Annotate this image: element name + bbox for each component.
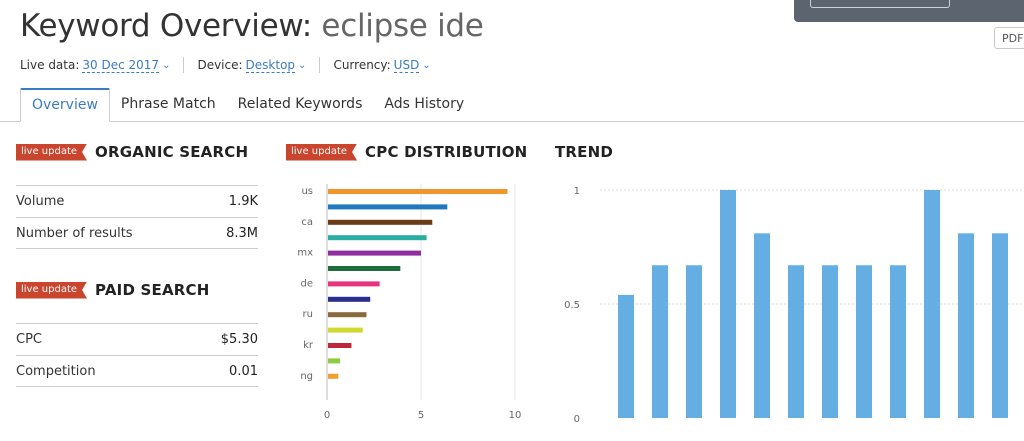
tab-bar: Overview Phrase Match Related Keywords A… [20, 88, 475, 122]
metric-row: Number of results 8.3M [16, 217, 258, 249]
popup-button[interactable] [810, 0, 950, 8]
metric-value: 0.01 [229, 363, 258, 379]
cpc-bar [328, 312, 367, 318]
cpc-bar [328, 358, 341, 364]
cpc-bar [328, 343, 352, 348]
currency-label: Currency: [333, 58, 391, 72]
trend-bar [890, 265, 906, 418]
category-label: ng [300, 371, 313, 382]
page-title: Keyword Overview: eclipse ide [20, 8, 484, 44]
trend-bar [720, 190, 736, 418]
cpc-title: CPC DISTRIBUTION [365, 143, 528, 161]
trend-bar [992, 233, 1008, 418]
x-tick-label: 0 [324, 410, 330, 421]
metric-value: 8.3M [226, 225, 258, 241]
trend-bar [822, 265, 838, 418]
trend-bar [856, 265, 872, 418]
category-label: us [301, 186, 313, 197]
cpc-bar [328, 266, 401, 271]
cpc-bar [328, 296, 371, 302]
divider [183, 57, 185, 73]
pdf-button[interactable]: PDF [994, 27, 1024, 49]
chevron-down-icon[interactable]: ⌄ [422, 59, 431, 71]
x-tick-label: 5 [418, 410, 424, 421]
trend-bar [652, 265, 668, 418]
device-dropdown[interactable]: Desktop [245, 57, 296, 73]
trend-bar [924, 190, 940, 418]
trend-bar [788, 265, 804, 418]
trend-header: TREND [555, 143, 613, 161]
metric-label: Number of results [16, 225, 133, 241]
cpc-bar [328, 219, 433, 225]
cpc-bar [328, 327, 363, 333]
tab-phrase-match[interactable]: Phrase Match [120, 96, 216, 112]
x-tick-label: 10 [509, 410, 522, 421]
metric-value: $5.30 [220, 332, 258, 347]
cpc-bar [328, 204, 448, 210]
category-label: ru [303, 309, 313, 320]
category-label: ca [301, 217, 313, 228]
metric-label: Competition [16, 363, 96, 379]
live-update-badge: live update [16, 144, 87, 161]
y-tick-label: 0.5 [564, 300, 580, 311]
y-tick-label: 0 [574, 414, 580, 425]
keyword-text: eclipse ide [321, 8, 484, 44]
tab-overview[interactable]: Overview [20, 88, 110, 122]
live-update-badge: live update [286, 144, 357, 161]
device-label: Device: [197, 58, 243, 72]
cpc-distribution-chart: 0 5 10 us ca mx de ru kr ng [297, 184, 521, 421]
chevron-down-icon[interactable]: ⌄ [298, 59, 307, 71]
category-label: de [301, 278, 314, 289]
title-prefix: Keyword Overview: [20, 8, 312, 44]
top-popup [794, 0, 1024, 22]
paid-header: live update PAID SEARCH [16, 281, 210, 299]
paid-title: PAID SEARCH [95, 281, 210, 299]
cpc-bar [328, 235, 427, 241]
metric-value: 1.9K [228, 194, 258, 209]
tab-related-keywords[interactable]: Related Keywords [237, 96, 363, 112]
cpc-bar [328, 250, 421, 256]
y-tick-label: 1 [574, 186, 580, 197]
tabs-baseline [0, 121, 1024, 122]
cpc-header: live update CPC DISTRIBUTION [286, 143, 527, 161]
cpc-bar [328, 189, 508, 194]
metric-row: CPC $5.30 [16, 323, 258, 355]
trend-chart: 00.51 [564, 186, 1024, 425]
category-label: kr [303, 340, 314, 351]
metric-row: Competition 0.01 [16, 355, 258, 387]
meta-bar: Live data: 30 Dec 2017 ⌄ Device: Desktop… [20, 57, 431, 73]
trend-title: TREND [555, 143, 614, 161]
cpc-bar [328, 373, 339, 379]
organic-title: ORGANIC SEARCH [95, 143, 249, 161]
trend-bar [754, 233, 770, 418]
divider [319, 57, 321, 73]
metric-label: CPC [16, 332, 42, 347]
category-label: mx [297, 248, 313, 259]
trend-bar [618, 294, 634, 418]
currency-dropdown[interactable]: USD [393, 57, 420, 73]
live-update-badge: live update [16, 282, 87, 299]
tab-ads-history[interactable]: Ads History [384, 96, 465, 112]
organic-header: live update ORGANIC SEARCH [16, 143, 248, 161]
metric-label: Volume [16, 194, 65, 209]
metric-row: Volume 1.9K [16, 185, 258, 217]
trend-bar [958, 233, 974, 418]
cpc-bar [328, 281, 380, 287]
live-data-dropdown[interactable]: 30 Dec 2017 [82, 57, 160, 73]
chevron-down-icon[interactable]: ⌄ [162, 59, 171, 71]
trend-bar [686, 265, 702, 418]
live-data-label: Live data: [20, 58, 80, 72]
